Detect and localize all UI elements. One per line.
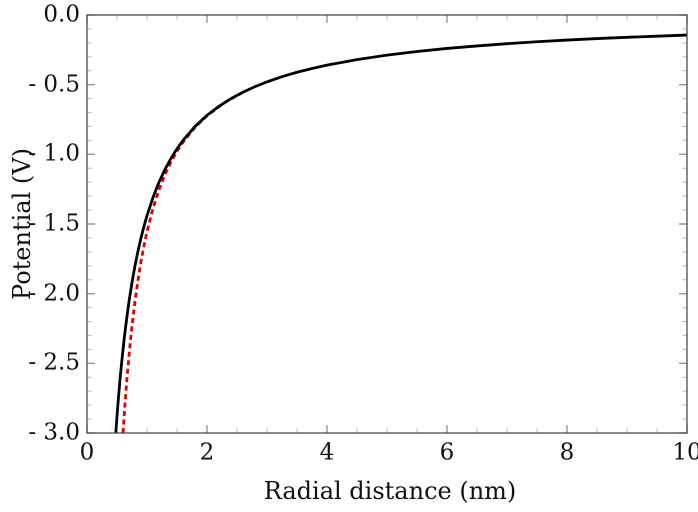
x-tick-label: 10 <box>672 439 698 466</box>
red-dashed-curve <box>121 90 244 433</box>
black-solid-curve <box>114 33 687 433</box>
x-tick-label: 8 <box>559 439 575 466</box>
major-tick-marks <box>86 14 688 434</box>
plot-frame <box>86 14 688 434</box>
x-tick-label: 0 <box>79 439 95 466</box>
y-tick-label: - 1.0 <box>28 140 80 167</box>
y-tick-label: - 2.0 <box>28 280 80 307</box>
x-tick-label: 2 <box>199 439 215 466</box>
y-tick-label: - 3.0 <box>28 419 80 446</box>
y-tick-label: - 2.5 <box>28 349 80 376</box>
y-tick-label: 0.0 <box>43 1 80 28</box>
x-tick-label: 6 <box>439 439 455 466</box>
x-tick-label: 4 <box>319 439 335 466</box>
y-tick-label: - 0.5 <box>28 71 80 98</box>
x-axis-title: Radial distance (nm) <box>263 477 517 505</box>
minor-tick-marks <box>87 15 687 433</box>
y-tick-label: - 1.5 <box>28 210 80 237</box>
